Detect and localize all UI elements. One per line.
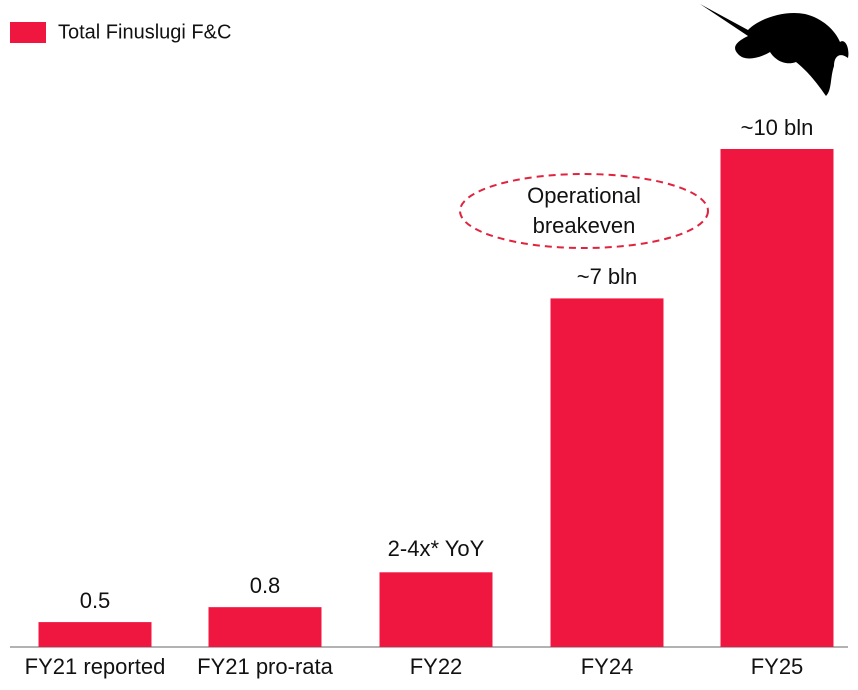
legend-swatch (10, 22, 46, 43)
annotation-ellipse (459, 173, 709, 249)
value-label: ~10 bln (741, 115, 814, 140)
unicorn-icon (700, 4, 849, 96)
x-tick-label: FY22 (410, 654, 463, 679)
value-label: ~7 bln (577, 264, 638, 289)
annotation: 2-4x* YoY (388, 536, 485, 561)
x-tick-label: FY25 (751, 654, 804, 679)
x-tick-label: FY21 reported (25, 654, 166, 679)
bar (208, 607, 322, 647)
x-tick-label: FY24 (581, 654, 634, 679)
legend-label: Total Finuslugi F&C (58, 21, 231, 43)
value-label: 0.8 (250, 573, 281, 598)
annotation: Operational breakeven (527, 183, 641, 238)
x-tick-label: FY21 pro-rata (197, 654, 333, 679)
bar (720, 149, 834, 647)
bar (38, 622, 152, 647)
bar (379, 572, 493, 647)
bar (550, 298, 664, 647)
value-label: 0.5 (80, 588, 111, 613)
